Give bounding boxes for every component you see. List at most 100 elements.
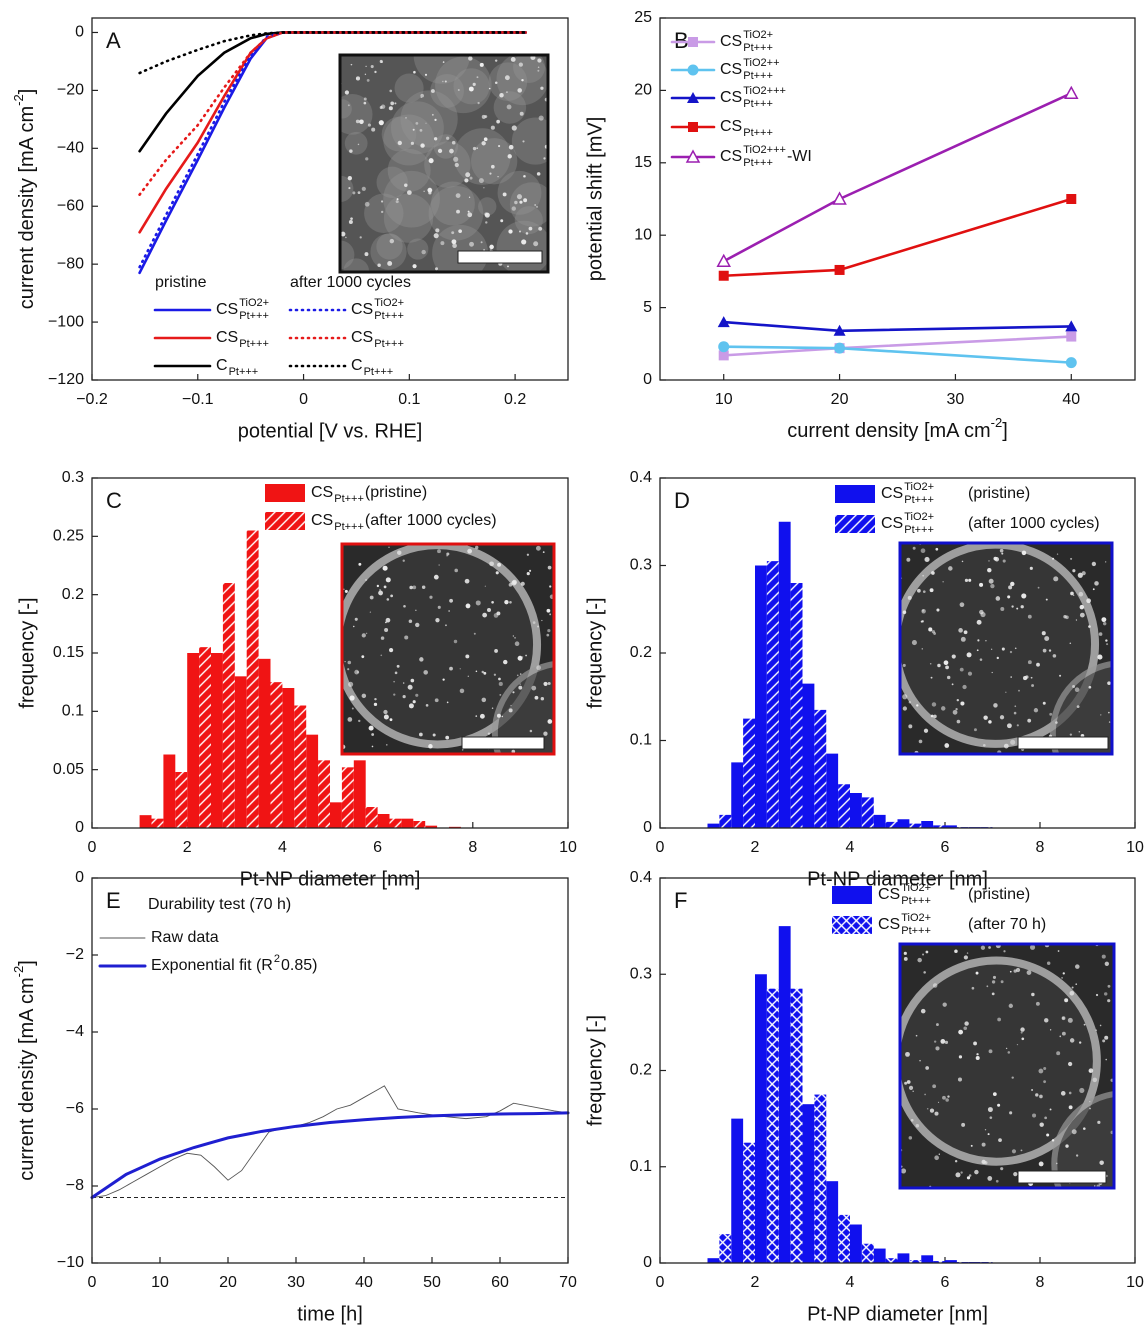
series-line (724, 322, 1072, 331)
speckle (529, 570, 531, 572)
speckle (527, 554, 529, 556)
speckle (358, 144, 360, 146)
speckle (974, 728, 977, 731)
speckle (415, 610, 416, 611)
speckle (987, 1176, 992, 1181)
speckle (1070, 733, 1072, 735)
speckle (468, 211, 470, 213)
speckle (505, 75, 510, 80)
speckle (954, 950, 957, 953)
speckle (540, 87, 543, 90)
speckle (484, 212, 488, 216)
speckle (372, 746, 374, 748)
speckle (479, 178, 484, 183)
speckle (1095, 1029, 1097, 1031)
y-tick-label: 0.1 (62, 703, 84, 720)
speckle (1017, 1044, 1018, 1045)
speckle (955, 1160, 957, 1162)
bar (306, 735, 318, 828)
x-tick-label: 8 (1036, 1274, 1045, 1291)
speckle (535, 696, 539, 700)
speckle (453, 157, 458, 162)
speckle (1059, 1036, 1061, 1038)
legend-title: pristine (155, 274, 207, 291)
speckle (972, 987, 975, 990)
speckle (924, 1094, 926, 1096)
speckle (507, 105, 512, 110)
speckle (1049, 713, 1052, 716)
bar (175, 772, 187, 828)
speckle (481, 141, 485, 145)
bar (708, 1258, 720, 1263)
speckle (366, 633, 368, 635)
speckle (984, 1161, 987, 1164)
marker (688, 37, 698, 47)
speckle (1014, 705, 1016, 707)
legend-sub: Pt+++ (229, 366, 259, 378)
x-tick-label: 60 (491, 1274, 509, 1291)
speckle (456, 210, 460, 214)
speckle (935, 548, 938, 551)
speckle (1072, 569, 1075, 572)
x-tick-label: 40 (355, 1274, 373, 1291)
y-axis-label-text: current density [mA cm (16, 977, 38, 1180)
speckle (908, 724, 912, 728)
speckle (491, 126, 495, 130)
speckle (955, 708, 957, 710)
speckle (365, 74, 366, 75)
speckle (421, 250, 425, 254)
speckle (908, 596, 912, 600)
x-axis-label: potential [V vs. RHE] (238, 420, 423, 442)
speckle (1002, 648, 1005, 651)
speckle (1046, 599, 1048, 601)
bar (366, 807, 378, 828)
speckle (1038, 587, 1040, 589)
speckle (543, 732, 547, 736)
speckle (476, 147, 478, 149)
legend-sup: TiO2++ (743, 57, 779, 69)
x-tick-label: 0 (656, 1274, 665, 1291)
bar (342, 767, 354, 828)
speckle (981, 946, 985, 950)
bar (708, 824, 720, 828)
speckle (448, 610, 450, 612)
legend-sub: Pt+++ (334, 521, 364, 533)
speckle (425, 74, 427, 76)
speckle (454, 640, 457, 643)
speckle (390, 239, 394, 243)
legend-label: CS (311, 512, 333, 529)
x-axis-label: Pt-NP diameter [nm] (240, 868, 421, 890)
speckle (387, 598, 390, 601)
y-axis-label: frequency [-] (584, 597, 606, 708)
speckle (1013, 1172, 1017, 1176)
x-tick-label: 6 (373, 839, 382, 856)
speckle (377, 263, 380, 266)
speckle (504, 600, 508, 604)
speckle (988, 560, 989, 561)
speckle (1016, 608, 1018, 610)
speckle (1106, 643, 1108, 645)
y-axis-label: frequency [-] (584, 1015, 606, 1126)
speckle (465, 579, 470, 584)
x-tick-label: 4 (278, 839, 287, 856)
speckle (489, 173, 491, 175)
speckle (1065, 1144, 1068, 1147)
y-tick-label: −8 (66, 1177, 84, 1194)
speckle (536, 206, 538, 208)
speckle (437, 549, 441, 553)
speckle (1069, 1105, 1073, 1109)
speckle (449, 149, 454, 154)
speckle (389, 90, 392, 93)
y-tick-label: 0.25 (53, 528, 84, 545)
speckle (359, 119, 364, 124)
speckle (499, 93, 503, 97)
y-tick-label: 0 (643, 1254, 652, 1271)
speckle (409, 586, 413, 590)
legend-suffix: 0.85) (281, 957, 317, 974)
speckle (539, 115, 544, 120)
speckle (1107, 999, 1110, 1002)
speckle (931, 715, 934, 718)
speckle (1030, 567, 1033, 570)
speckle (941, 706, 945, 710)
speckle (913, 1091, 914, 1092)
